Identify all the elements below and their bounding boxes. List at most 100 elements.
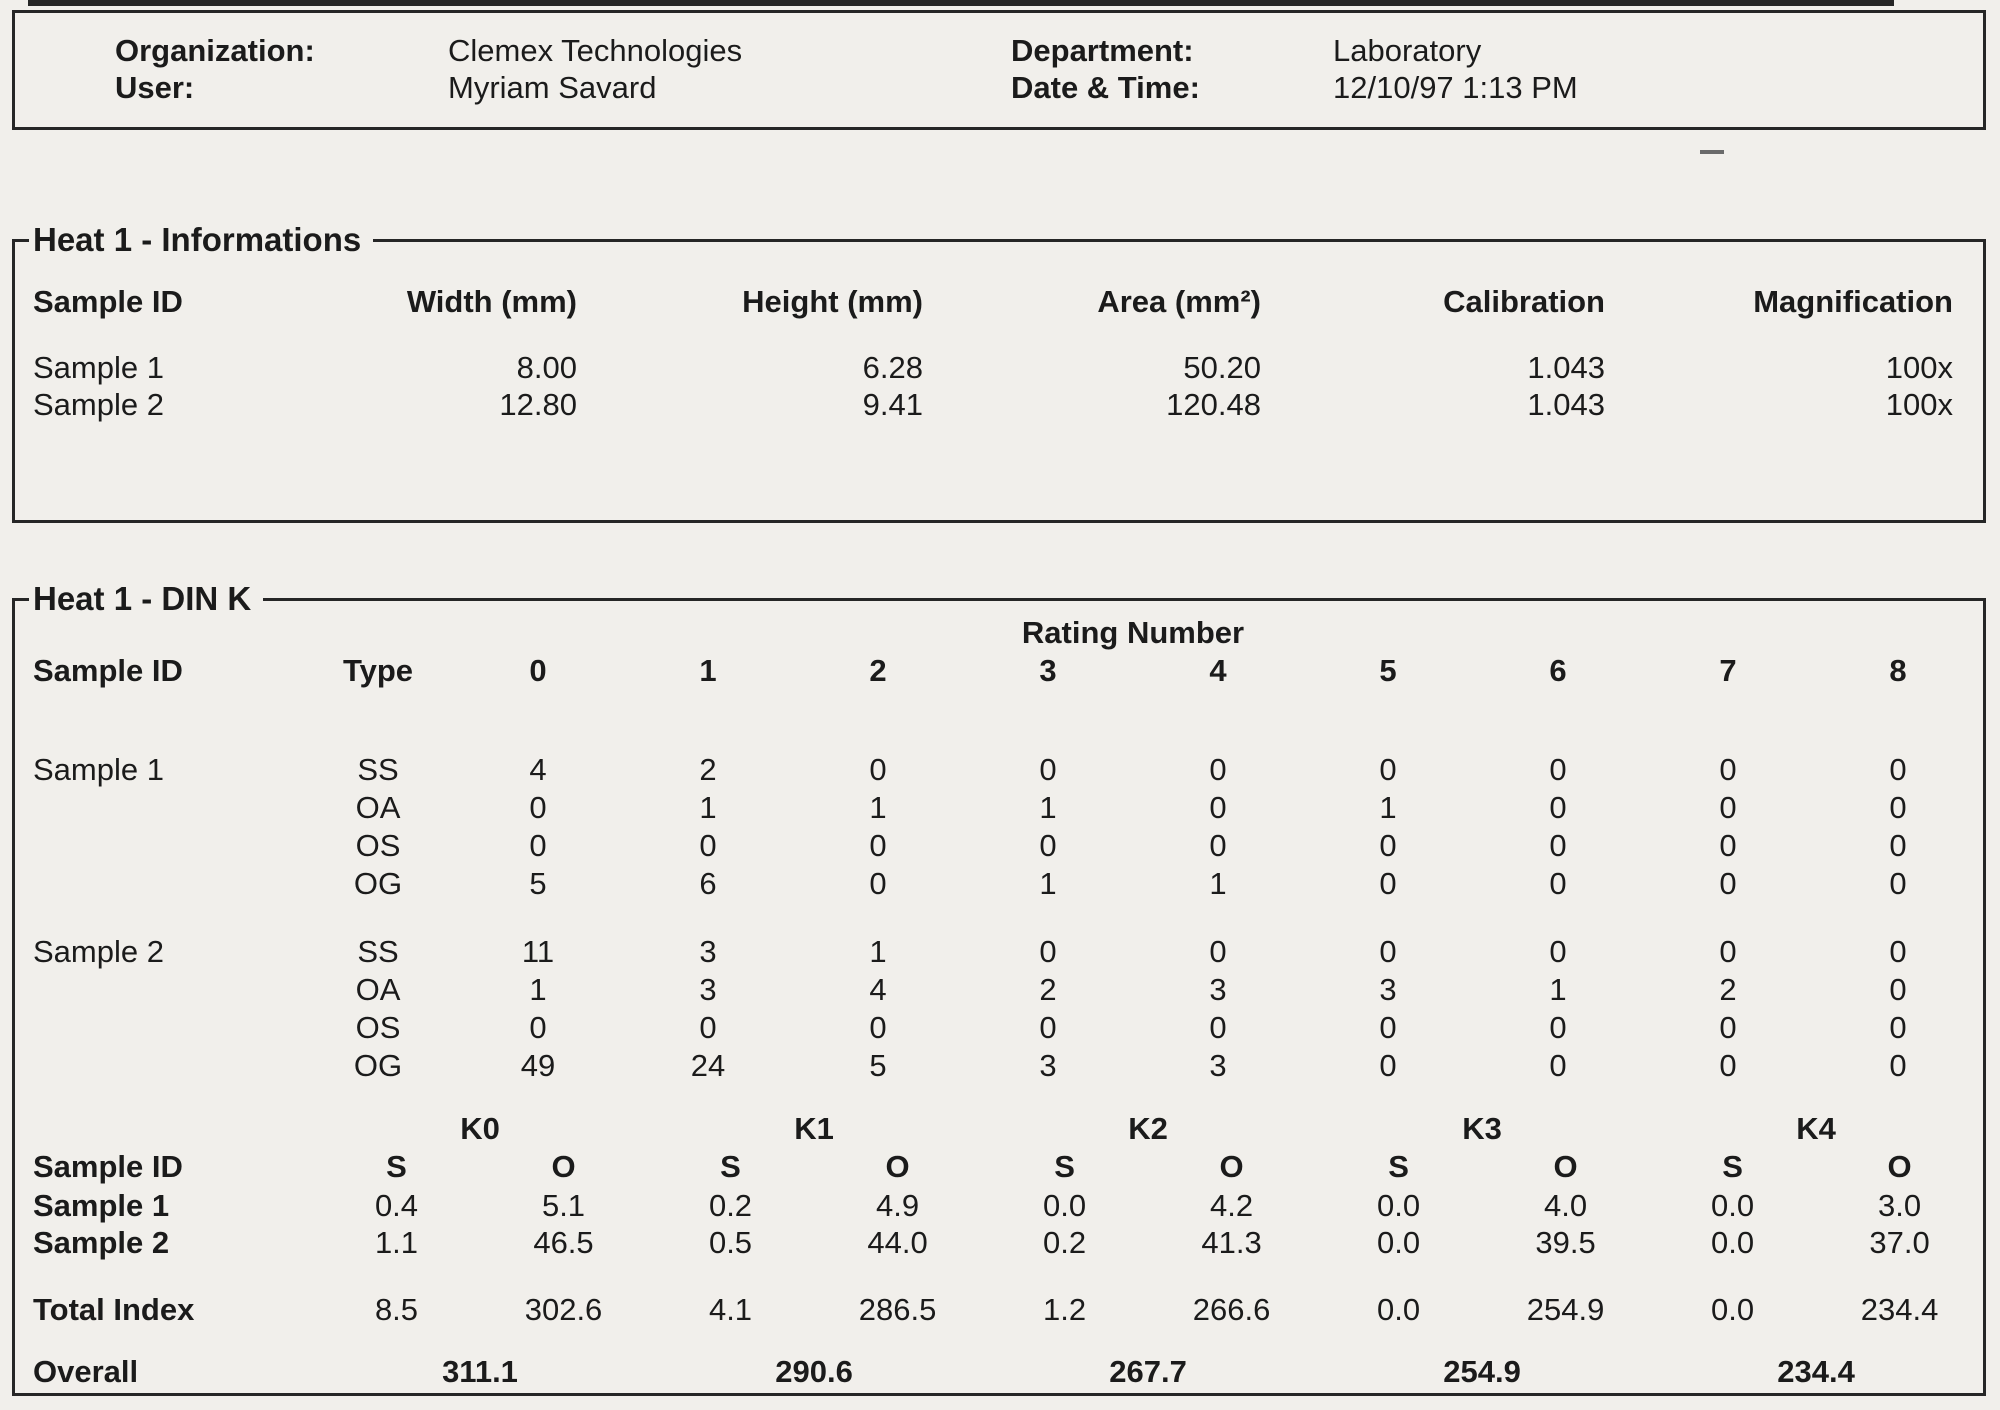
value-cell: 8.00 [516,349,577,385]
col-header: 0 [529,653,547,688]
value-cell: 4.1 [708,1291,753,1327]
count-cell: 0 [1719,934,1737,969]
col-header: S [720,1149,741,1184]
count-cell: 0 [869,866,887,901]
col-header: S [386,1149,407,1184]
spacer-row [33,1328,1983,1352]
spacer-row [33,691,1983,751]
count-cell: 4 [529,752,547,787]
table-row: Sample 1 0.4 5.1 0.2 4.9 0.0 4.2 0.0 4.0… [33,1187,1983,1224]
count-cell: 0 [1039,934,1057,969]
k-index-table: K0 K1 K2 K3 K4 Sample ID S O S O S O S O… [33,1111,1983,1392]
count-cell: 24 [690,1048,726,1083]
col-header: 4 [1209,653,1227,688]
col-header: Sample ID [33,1149,183,1184]
organization-value: Clemex Technologies [448,33,743,68]
count-cell: 0 [1039,752,1057,787]
count-cell: 0 [1209,752,1227,787]
count-cell: 3 [1209,972,1227,1007]
datetime-value: 12/10/97 1:13 PM [1333,70,1578,105]
value-cell: 1.043 [1527,349,1605,385]
count-cell: 0 [1039,1010,1057,1045]
count-cell: 0 [1379,866,1397,901]
count-cell: 0 [1889,934,1907,969]
count-cell: 3 [699,934,717,969]
count-cell: 3 [1379,972,1397,1007]
value-cell: 0.4 [374,1187,419,1223]
count-cell: 0 [869,752,887,787]
table-row: OG 5 6 0 1 1 0 0 0 0 [33,865,1983,903]
overall-value-cell: 311.1 [442,1354,518,1389]
value-cell: 100x [1885,349,1953,385]
count-cell: 1 [1379,790,1397,825]
k-group-header: K4 [1796,1111,1836,1146]
count-cell: 0 [1549,790,1567,825]
k-subheader-row: Sample ID S O S O S O S O S O [33,1147,1983,1187]
table-row: OA 1 3 4 2 3 3 1 2 0 [33,971,1983,1009]
overall-row: Overall 311.1 290.6 267.7 254.9 234.4 [33,1352,1983,1392]
value-cell: 1.1 [374,1224,419,1260]
report-header-box: Organization: Clemex Technologies User: … [12,10,1986,130]
sample-id-cell: Sample 2 [33,934,164,969]
value-cell: 4.0 [1544,1187,1588,1223]
table-row: OS 0 0 0 0 0 0 0 0 0 [33,827,1983,865]
count-cell: 4 [869,972,887,1007]
count-cell: 1 [1549,972,1567,1007]
count-cell: 0 [1379,934,1397,969]
department-value: Laboratory [1333,33,1482,68]
value-cell: 3.0 [1878,1187,1922,1223]
table-row: Sample 2 12.80 9.41 120.48 1.043 100x [33,386,1953,423]
count-cell: 0 [1549,1010,1567,1045]
count-cell: 0 [1549,752,1567,787]
count-cell: 0 [529,1010,547,1045]
value-cell: 0.2 [1042,1224,1087,1260]
col-header: Sample ID [33,653,183,688]
count-cell: 0 [1209,828,1227,863]
value-cell: 4.9 [875,1187,920,1223]
count-cell: 0 [1549,866,1567,901]
count-cell: 2 [1039,972,1057,1007]
value-cell: 0.0 [1711,1187,1755,1223]
count-cell: 0 [1889,752,1907,787]
count-cell: 0 [1889,1010,1907,1045]
table-row: Sample 1 8.00 6.28 50.20 1.043 100x [33,349,1953,386]
col-header: 3 [1039,653,1057,688]
type-cell: SS [357,752,399,787]
row-label: Overall [33,1354,139,1389]
count-cell: 0 [869,1010,887,1045]
sample-id-cell: Sample 1 [33,349,164,385]
user-label: User: [115,70,195,105]
k-group-header: K3 [1462,1111,1502,1146]
value-cell: 0.0 [1711,1291,1755,1327]
count-cell: 0 [1549,828,1567,863]
col-header: 2 [869,653,887,688]
department-label: Department: [1011,33,1194,68]
spacer-row [33,903,1983,933]
col-header: S [1054,1149,1075,1184]
count-cell: 0 [1889,972,1907,1007]
rating-group-header-row: Rating Number [33,615,1983,651]
type-cell: OS [355,1010,401,1045]
count-cell: 0 [1719,752,1737,787]
count-cell: 1 [699,790,717,825]
count-cell: 0 [1719,828,1737,863]
table-row: OG 49 24 5 3 3 0 0 0 0 [33,1047,1983,1085]
count-cell: 0 [1039,828,1057,863]
type-cell: OA [355,972,401,1007]
overall-value-cell: 254.9 [1443,1354,1521,1389]
sample-id-cell: Sample 1 [33,752,164,787]
type-cell: OG [353,1048,403,1083]
count-cell: 0 [1379,752,1397,787]
col-header: Calibration [1443,284,1605,319]
table-row: Sample 1 SS 4 2 0 0 0 0 0 0 0 [33,751,1983,789]
total-index-row: Total Index 8.5 302.6 4.1 286.5 1.2 266.… [33,1291,1983,1328]
count-cell: 0 [529,790,547,825]
col-header: 7 [1719,653,1737,688]
organization-label: Organization: [115,33,315,68]
count-cell: 0 [699,1010,717,1045]
value-cell: 120.48 [1166,386,1261,422]
col-header: O [1219,1149,1244,1184]
informations-header-row: Sample ID Width (mm) Height (mm) Area (m… [33,283,1953,349]
informations-table: Sample ID Width (mm) Height (mm) Area (m… [33,283,1953,423]
